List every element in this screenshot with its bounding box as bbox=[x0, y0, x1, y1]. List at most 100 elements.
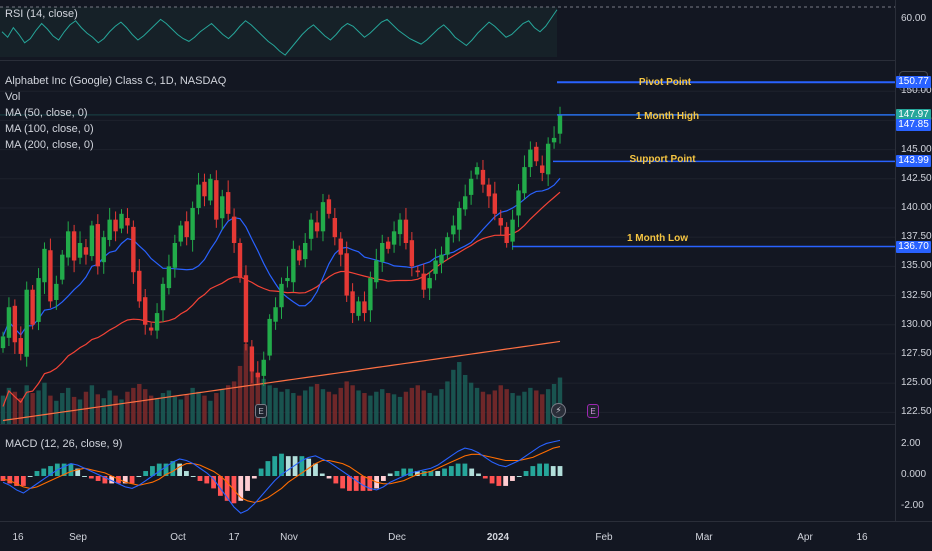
macd-histogram-bar bbox=[245, 476, 250, 491]
volume-bar bbox=[291, 393, 296, 424]
macd-histogram-bar bbox=[20, 476, 26, 486]
volume-bar bbox=[18, 398, 23, 424]
candle-body bbox=[54, 283, 59, 300]
candle-body bbox=[439, 254, 444, 264]
macd-histogram-bar bbox=[251, 476, 257, 479]
volume-bar bbox=[338, 387, 343, 424]
candle-body bbox=[77, 243, 83, 258]
macd-histogram-bar bbox=[319, 473, 325, 476]
volume-bar bbox=[403, 391, 409, 424]
volume-bar bbox=[172, 396, 178, 424]
candle-body bbox=[178, 225, 183, 242]
candle-body bbox=[415, 270, 420, 273]
candle-body bbox=[457, 207, 462, 230]
volume-bar bbox=[249, 353, 255, 424]
earnings-event-icon[interactable]: E bbox=[255, 404, 267, 418]
macd-histogram-bar bbox=[544, 463, 549, 476]
price-axis-label: 132.50 bbox=[901, 289, 932, 301]
time-axis-label: Sep bbox=[69, 532, 87, 543]
candle-body bbox=[24, 289, 29, 357]
volume-bar bbox=[397, 396, 403, 424]
volume-bar bbox=[261, 378, 266, 424]
lightning-icon[interactable]: ⚡ bbox=[551, 403, 566, 418]
rsi-pane[interactable]: RSI (14, close) bbox=[0, 0, 895, 60]
volume-bar bbox=[516, 395, 521, 424]
ma200-legend[interactable]: MA (200, close, 0) bbox=[5, 139, 94, 151]
candle-body bbox=[391, 231, 397, 245]
macd-histogram-bar bbox=[217, 476, 223, 496]
macd-histogram-bar bbox=[204, 476, 210, 484]
ma100-legend[interactable]: MA (100, close, 0) bbox=[5, 123, 94, 135]
candle-body bbox=[480, 169, 486, 185]
volume-bar bbox=[391, 394, 397, 424]
candle-body bbox=[148, 327, 154, 331]
candle-body bbox=[249, 346, 255, 372]
ma50-legend[interactable]: MA (50, close, 0) bbox=[5, 107, 88, 119]
price-tag: 150.77 bbox=[896, 76, 931, 89]
time-axis-label: Nov bbox=[280, 532, 298, 543]
volume-bar bbox=[320, 389, 326, 424]
candle-body bbox=[113, 219, 118, 232]
macd-histogram-bar bbox=[163, 463, 169, 476]
macd-histogram-bar bbox=[184, 471, 189, 476]
candle-body bbox=[154, 313, 160, 331]
candle-body bbox=[403, 219, 409, 243]
candle-body bbox=[71, 231, 77, 261]
volume-bar bbox=[510, 393, 515, 424]
rsi-legend[interactable]: RSI (14, close) bbox=[5, 8, 78, 20]
volume-bar bbox=[143, 389, 148, 424]
symbol-title[interactable]: Alphabet Inc (Google) Class C, 1D, NASDA… bbox=[5, 75, 227, 87]
time-axis[interactable]: 16 Sep Oct 17 Nov Dec 2024 Feb Mar Apr 16 bbox=[0, 521, 932, 551]
price-pane[interactable]: Alphabet Inc (Google) Class C, 1D, NASDA… bbox=[0, 62, 895, 424]
pane-divider[interactable] bbox=[0, 60, 932, 61]
candle-body bbox=[42, 248, 47, 283]
volume-bar bbox=[148, 395, 154, 424]
candle-body bbox=[12, 305, 18, 343]
macd-histogram-bar bbox=[88, 476, 94, 479]
macd-histogram-bar bbox=[503, 476, 509, 486]
candle-body bbox=[83, 247, 89, 255]
macd-histogram-bar bbox=[82, 476, 87, 477]
candle-body bbox=[125, 218, 130, 226]
candle-body bbox=[107, 219, 112, 240]
macd-histogram-bar bbox=[136, 476, 142, 477]
macd-histogram-bar bbox=[394, 471, 400, 476]
macd-histogram-bar bbox=[448, 466, 454, 476]
macd-chart bbox=[0, 439, 563, 514]
candle-body bbox=[427, 278, 432, 289]
macd-legend[interactable]: MACD (12, 26, close, 9) bbox=[5, 438, 123, 450]
macd-histogram-bar bbox=[238, 476, 244, 501]
volume-legend[interactable]: Vol bbox=[5, 91, 21, 103]
candle-body bbox=[36, 278, 41, 322]
candle-body bbox=[6, 307, 12, 338]
time-axis-label: Apr bbox=[797, 532, 813, 543]
macd-histogram-bar bbox=[170, 461, 176, 476]
pane-divider[interactable] bbox=[0, 424, 932, 425]
candle-body bbox=[344, 253, 349, 296]
macd-histogram-bar bbox=[211, 476, 216, 489]
macd-histogram-bar bbox=[414, 471, 420, 476]
earnings-upcoming-icon[interactable]: E bbox=[587, 404, 599, 418]
candle-body bbox=[285, 278, 290, 282]
price-axis-label: 122.50 bbox=[901, 406, 932, 418]
volume-bar bbox=[528, 387, 533, 424]
volume-bar bbox=[445, 381, 450, 424]
macd-histogram-bar bbox=[122, 476, 128, 484]
candle-body bbox=[534, 146, 539, 162]
candle-body bbox=[510, 219, 515, 242]
macd-histogram-bar bbox=[129, 476, 135, 484]
macd-pane[interactable]: MACD (12, 26, close, 9) bbox=[0, 427, 895, 521]
time-axis-label: 16 bbox=[856, 532, 868, 543]
macd-histogram-bar bbox=[224, 476, 230, 501]
volume-bar bbox=[474, 387, 480, 424]
time-axis-label: Mar bbox=[695, 532, 713, 543]
candle-body bbox=[385, 241, 391, 249]
price-axis-label: 135.00 bbox=[901, 260, 932, 272]
volume-bar bbox=[125, 391, 130, 424]
candle-body bbox=[261, 359, 266, 376]
price-axis-label: 142.50 bbox=[901, 172, 932, 184]
candle-body bbox=[474, 167, 480, 175]
volume-bar bbox=[285, 389, 290, 424]
candle-body bbox=[468, 178, 474, 195]
macd-histogram-bar bbox=[95, 476, 101, 481]
